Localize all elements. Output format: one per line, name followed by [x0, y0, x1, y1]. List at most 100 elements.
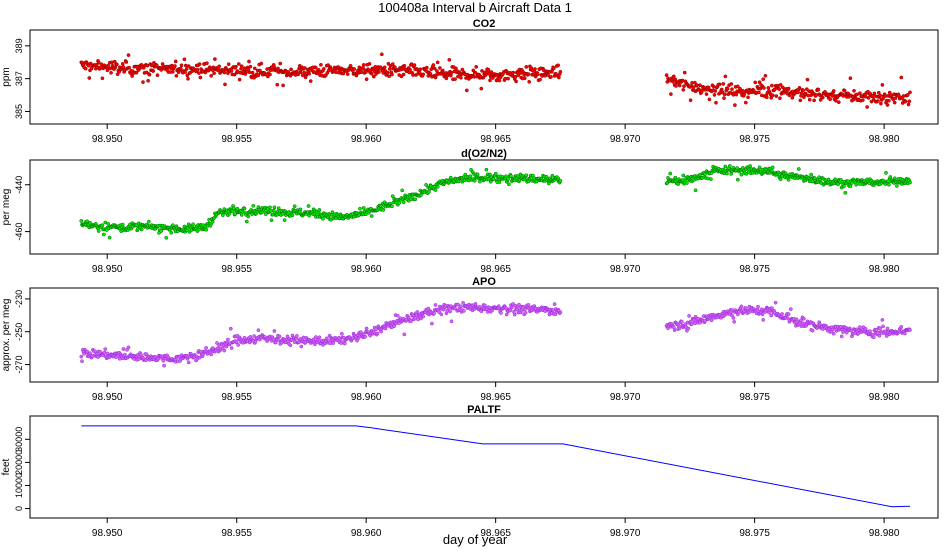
data-point — [210, 219, 215, 224]
data-point — [155, 73, 160, 78]
data-point — [364, 70, 368, 74]
data-point — [204, 227, 209, 232]
data-point — [843, 190, 848, 195]
data-point — [288, 343, 293, 348]
data-point — [709, 318, 714, 323]
data-point — [905, 93, 910, 97]
data-point — [400, 188, 405, 193]
data-point — [504, 312, 509, 317]
data-point — [164, 235, 169, 240]
data-point — [773, 300, 778, 305]
data-point — [558, 69, 563, 74]
data-point — [292, 340, 297, 344]
x-tick-label: 98.975 — [739, 528, 770, 539]
data-point — [215, 341, 219, 345]
data-point — [402, 332, 407, 337]
data-point — [226, 71, 230, 76]
data-point — [276, 66, 280, 71]
data-point — [402, 63, 407, 68]
plot-frame — [29, 415, 939, 519]
data-point — [259, 61, 264, 66]
data-point — [828, 97, 832, 102]
data-point — [556, 63, 561, 68]
data-point — [235, 206, 240, 211]
y-axis-label: feet — [1, 458, 12, 475]
data-point — [764, 95, 769, 100]
data-point — [117, 356, 122, 361]
data-point — [786, 86, 791, 91]
data-point — [848, 76, 853, 81]
data-point — [733, 103, 737, 107]
data-point — [205, 61, 209, 66]
data-point — [908, 90, 912, 95]
data-point — [895, 184, 899, 188]
data-point — [236, 343, 240, 347]
data-point — [440, 68, 445, 73]
data-point — [273, 340, 278, 345]
data-point — [121, 65, 126, 69]
data-point — [734, 92, 739, 97]
data-point — [760, 312, 765, 317]
data-point — [244, 219, 249, 224]
data-point — [444, 76, 449, 81]
data-point — [878, 326, 883, 331]
data-point — [292, 204, 297, 209]
data-point — [791, 316, 796, 321]
data-point — [195, 67, 200, 72]
data-point — [538, 77, 542, 82]
data-point — [848, 184, 853, 189]
data-point — [516, 73, 521, 78]
data-point — [342, 341, 347, 346]
data-point — [732, 319, 737, 324]
panel-d-o2-n2-: d(O2/N2) per meg 98.950 98.955 98.960 98.965 9… — [1, 148, 939, 275]
data-point — [459, 75, 463, 80]
data-point — [746, 95, 750, 100]
data-point — [209, 352, 214, 357]
data-point — [80, 359, 84, 364]
data-point — [272, 205, 277, 210]
data-point — [887, 182, 891, 187]
data-point — [831, 331, 836, 336]
data-point — [393, 65, 397, 70]
data-point — [477, 179, 482, 184]
data-point — [317, 208, 322, 212]
data-point — [780, 312, 784, 316]
data-point — [786, 177, 791, 182]
data-point — [820, 95, 825, 100]
data-point — [885, 103, 890, 107]
data-point — [361, 206, 366, 210]
data-point — [300, 73, 305, 78]
data-point — [887, 98, 891, 103]
y-tick-label: 30000 — [14, 427, 24, 452]
data-point — [321, 216, 325, 221]
y-tick-label: -250 — [14, 323, 24, 341]
data-point — [430, 321, 434, 326]
data-point — [348, 63, 353, 68]
data-point — [263, 212, 268, 216]
y-tick-label: 385 — [14, 104, 24, 119]
data-point — [306, 204, 311, 208]
data-point — [727, 164, 732, 168]
data-point — [522, 76, 527, 81]
data-point — [222, 70, 227, 75]
data-point — [671, 74, 676, 79]
data-point — [239, 213, 244, 217]
data-point — [893, 96, 898, 100]
data-point — [799, 318, 803, 323]
data-point — [173, 64, 177, 68]
data-point — [682, 84, 686, 89]
data-point — [330, 210, 335, 215]
data-point — [877, 333, 882, 338]
y-axis-label: ppm — [1, 67, 12, 86]
data-point — [170, 70, 175, 74]
scatter-points — [79, 52, 912, 109]
data-point — [722, 92, 727, 97]
data-point — [712, 93, 717, 97]
y-tick-label: -460 — [14, 223, 24, 241]
data-point — [421, 72, 426, 77]
data-point — [770, 83, 774, 88]
data-point — [693, 188, 698, 193]
data-point — [790, 95, 795, 100]
data-point — [385, 70, 390, 75]
